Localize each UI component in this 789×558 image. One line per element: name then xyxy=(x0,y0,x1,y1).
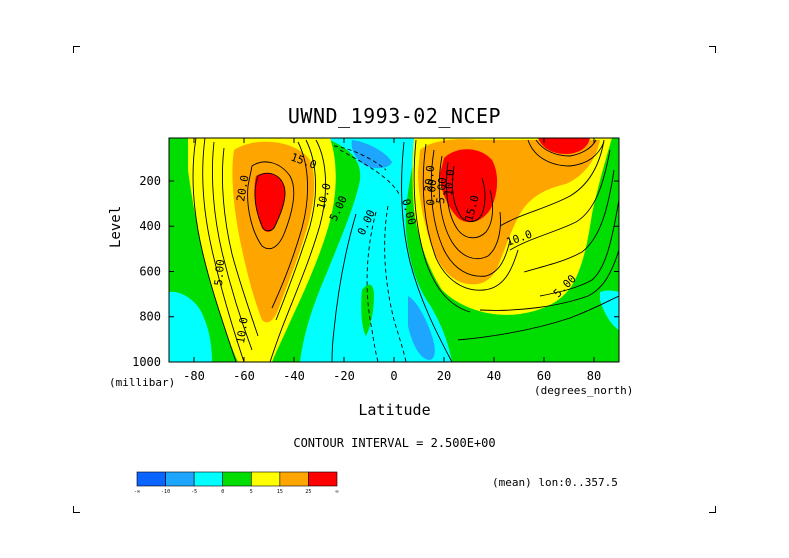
colorbar-label: -∞ xyxy=(134,489,140,495)
contour-line xyxy=(275,139,316,321)
contour-line xyxy=(271,141,308,309)
y-tick-label: 200 xyxy=(139,174,161,188)
contour-label: 0.00 xyxy=(424,179,439,207)
contour-line xyxy=(339,149,401,197)
colorbar-swatch xyxy=(165,471,195,487)
contour-line xyxy=(527,139,605,167)
contour-line xyxy=(451,165,486,222)
x-tick-label: -80 xyxy=(183,369,205,383)
contour-line xyxy=(254,172,286,232)
contour-line xyxy=(535,139,597,157)
contour-label: 5.00 xyxy=(212,259,227,287)
x-axis: -80 -60 -40 -20 0 20 40 60 80 xyxy=(183,138,601,383)
colorbar-label: -5 xyxy=(191,489,197,495)
x-tick-label: 40 xyxy=(487,369,501,383)
colorbar-swatch xyxy=(193,471,224,487)
fill-band-minus5-minus10-upper xyxy=(351,140,392,169)
contour-line xyxy=(202,138,245,362)
x-tick-label: -20 xyxy=(333,369,355,383)
fill-band-25-plus-southern xyxy=(254,173,286,232)
y-tick-label: 400 xyxy=(139,219,161,233)
y-axis: 200 400 600 800 1000 xyxy=(132,174,619,369)
contour-line xyxy=(333,145,387,171)
contour-line xyxy=(192,138,237,362)
contour-label: 10.0 xyxy=(234,316,251,344)
y-tick-label: 800 xyxy=(139,310,161,324)
corner-mark-top-left xyxy=(73,46,80,53)
colorbar-label: 15 xyxy=(277,489,283,495)
colorbar-label: 25 xyxy=(305,489,311,495)
y-tick-label: 1000 xyxy=(132,355,161,369)
chart-title: UWND_1993-02_NCEP xyxy=(287,104,502,128)
fill-band-minus5-minus10-lower xyxy=(408,296,435,360)
contour-line-layer xyxy=(192,138,619,362)
contour-line xyxy=(211,141,253,351)
x-tick-label: 20 xyxy=(437,369,451,383)
corner-mark-bottom-right xyxy=(709,506,716,513)
contour-line xyxy=(446,161,494,239)
contour-line xyxy=(366,211,379,362)
contour-label: 5.00 xyxy=(434,177,449,205)
contour-line xyxy=(401,141,453,362)
contour-line xyxy=(247,161,295,250)
contour-label: 20.0 xyxy=(234,174,251,202)
contour-label: 10.0 xyxy=(442,169,457,197)
contour-line xyxy=(221,147,259,337)
contour-interval-note: CONTOUR INTERVAL = 2.500E+00 xyxy=(293,436,496,450)
contour-line xyxy=(499,139,605,227)
contour-label: 20.0 xyxy=(422,165,437,193)
x-tick-label: 0 xyxy=(390,369,397,383)
fill-band-negative-southern-polar xyxy=(169,291,212,362)
colorbar-label: 5 xyxy=(250,489,253,495)
contour-line xyxy=(430,149,511,277)
corner-mark-top-right xyxy=(709,46,716,53)
fill-band-0-5-tropical-lower xyxy=(361,284,374,336)
colorbar-swatch xyxy=(250,471,281,487)
x-axis-unit: (degrees_north) xyxy=(534,384,634,397)
contour-line xyxy=(479,249,619,311)
colorbar: -∞ -10 -5 0 5 15 25 ∞ xyxy=(134,471,339,495)
colorbar-label: -10 xyxy=(161,489,170,495)
fill-band-25-plus-northern xyxy=(440,149,498,223)
contour-line xyxy=(457,295,619,341)
colorbar-label: 0 xyxy=(221,489,224,495)
y-tick-label: 600 xyxy=(139,264,161,278)
fill-band-negative-northern-polar xyxy=(600,290,619,330)
contour-line xyxy=(413,139,471,313)
colorbar-swatch xyxy=(308,471,338,487)
colorbar-swatch xyxy=(279,471,309,487)
x-tick-label: -60 xyxy=(233,369,255,383)
x-tick-label: -40 xyxy=(283,369,305,383)
x-axis-label: Latitude xyxy=(358,401,431,419)
colorbar-label: ∞ xyxy=(335,489,338,495)
y-axis-unit: (millibar) xyxy=(109,376,176,389)
fill-band-25-plus-polar xyxy=(538,138,590,154)
contour-line xyxy=(539,199,619,297)
corner-mark-bottom-left xyxy=(73,506,80,513)
contour-line xyxy=(509,149,611,251)
contour-line xyxy=(438,155,501,260)
contour-line xyxy=(422,143,519,291)
region-note: (mean) lon:0..357.5 xyxy=(492,476,618,489)
x-tick-label: 80 xyxy=(587,369,601,383)
colorbar-swatch xyxy=(136,471,166,487)
contour-line xyxy=(331,213,357,362)
contour-line xyxy=(269,139,326,362)
contour-line xyxy=(523,169,615,273)
colorbar-swatch xyxy=(222,471,252,487)
x-tick-label: 60 xyxy=(537,369,551,383)
